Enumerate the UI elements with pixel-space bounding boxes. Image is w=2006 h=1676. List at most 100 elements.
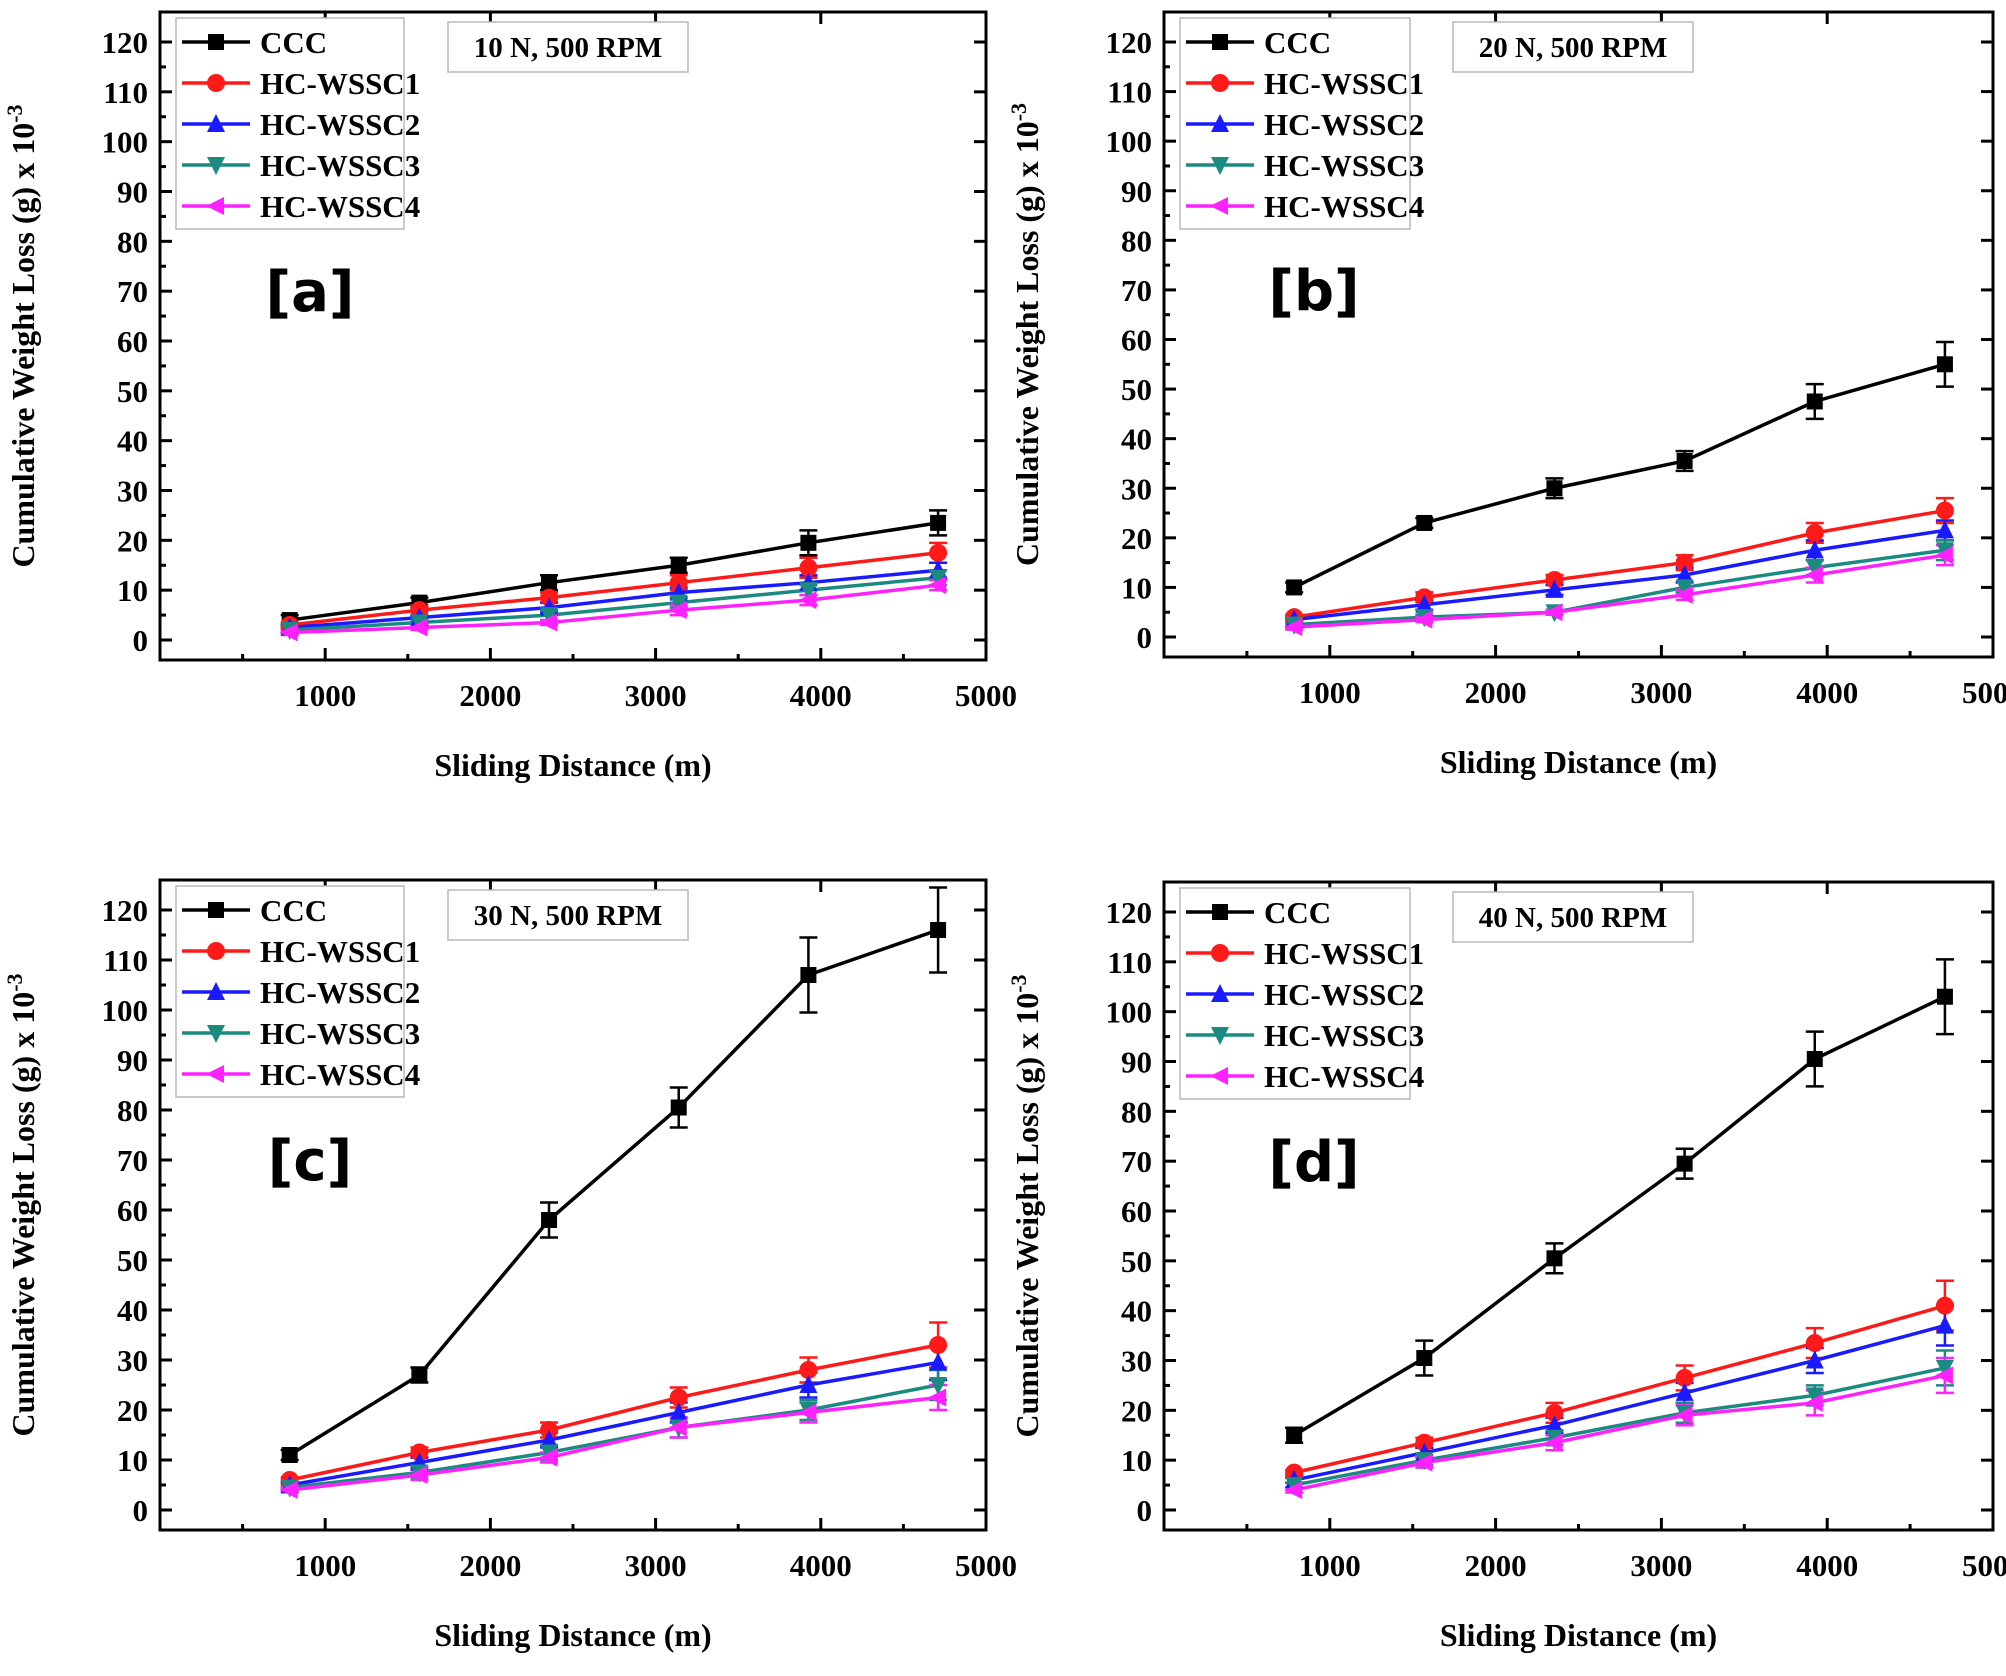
legend-marker bbox=[207, 157, 225, 175]
legend-entry: HC-WSSC4 bbox=[1264, 189, 1424, 224]
data-point-hc-wssc4 bbox=[928, 576, 947, 595]
annotation-box bbox=[1452, 21, 1694, 73]
y-tick-label: 80 bbox=[1121, 223, 1152, 258]
data-point-ccc bbox=[800, 534, 817, 551]
panel-label: [a] bbox=[266, 260, 355, 325]
legend-entry: HC-WSSC1 bbox=[1264, 936, 1424, 971]
y-axis-title-main: Cumulative Weight Loss (g) x 10 bbox=[1009, 993, 1045, 1438]
y-tick-label: 70 bbox=[1121, 273, 1152, 308]
y-tick-label: 110 bbox=[1107, 945, 1152, 980]
data-point-hc-wssc4 bbox=[1544, 603, 1563, 622]
data-point-hc-wssc3 bbox=[1675, 579, 1694, 598]
legend-entry: HC-WSSC1 bbox=[1264, 66, 1424, 101]
data-point-hc-wssc3 bbox=[1805, 1387, 1824, 1406]
y-tick-label: 60 bbox=[1121, 323, 1152, 358]
legend-entry: HC-WSSC4 bbox=[260, 189, 420, 224]
series-line-hc-wssc4 bbox=[1294, 553, 1946, 629]
legend: CCC HC-WSSC1 HC-WSSC2 HC-WSSC3 HC-WSSC4 bbox=[1179, 887, 1424, 1100]
data-point-hc-wssc1 bbox=[799, 1361, 818, 1379]
y-tick-label: 100 bbox=[102, 993, 149, 1028]
y-axis-title: Cumulative Weight Loss (g) x 10-3 bbox=[2, 104, 41, 567]
x-axis-title: Sliding Distance (m) bbox=[434, 1617, 711, 1653]
series-line-hc-wssc2 bbox=[1293, 1323, 1946, 1482]
data-point-hc-wssc4 bbox=[928, 1388, 947, 1407]
x-tick-label: 1000 bbox=[1299, 1548, 1361, 1583]
x-tick-label: 4000 bbox=[790, 1548, 852, 1583]
y-axis-title-main: Cumulative Weight Loss (g) x 10 bbox=[5, 123, 41, 568]
y-tick-label: 70 bbox=[1121, 1144, 1152, 1179]
y-axis-title-exponent: -3 bbox=[1006, 974, 1031, 992]
y-tick-label: 90 bbox=[1121, 174, 1152, 209]
legend-entry: HC-WSSC3 bbox=[260, 1016, 420, 1051]
x-tick-label: 3000 bbox=[1630, 675, 1692, 710]
data-point-hc-wssc1 bbox=[1935, 1296, 1954, 1315]
legend-box bbox=[1179, 17, 1411, 230]
series-line-hc-wssc1 bbox=[1293, 1304, 1946, 1475]
y-tick-label: 80 bbox=[117, 224, 148, 259]
y-tick-label: 40 bbox=[1121, 422, 1152, 457]
legend-entry: HC-WSSC1 bbox=[260, 934, 420, 969]
x-axis-title: Sliding Distance (m) bbox=[1440, 744, 1717, 780]
legend-marker bbox=[207, 942, 225, 960]
data-point-ccc bbox=[1806, 1051, 1823, 1068]
legend-marker bbox=[1210, 197, 1228, 215]
legend-marker bbox=[1210, 1067, 1228, 1085]
data-point-ccc bbox=[1806, 393, 1823, 410]
y-tick-label: 20 bbox=[1121, 1393, 1152, 1428]
data-point-hc-wssc3 bbox=[540, 607, 559, 626]
y-tick-label: 50 bbox=[1121, 372, 1152, 407]
legend-marker bbox=[207, 114, 225, 132]
y-axis-title: Cumulative Weight Loss (g) x 10-3 bbox=[1006, 974, 1045, 1437]
x-tick-label: 1000 bbox=[294, 678, 356, 713]
y-tick-label: 40 bbox=[117, 1293, 148, 1328]
y-tick-label: 100 bbox=[1106, 995, 1153, 1030]
legend-entry: HC-WSSC3 bbox=[1264, 1018, 1424, 1053]
legend-marker bbox=[207, 1025, 225, 1043]
x-tick-label: 1000 bbox=[1299, 675, 1361, 710]
series-line-hc-wssc3 bbox=[289, 1383, 939, 1490]
y-tick-label: 30 bbox=[117, 474, 148, 509]
y-axis-title-main: Cumulative Weight Loss (g) x 10 bbox=[1009, 121, 1045, 566]
x-tick-label: 2000 bbox=[459, 678, 521, 713]
y-tick-label: 120 bbox=[1106, 895, 1153, 930]
legend-marker bbox=[208, 34, 224, 50]
x-tick-label: 5000 bbox=[1962, 1548, 2006, 1583]
annotation-text: 30 N, 500 RPM bbox=[474, 900, 662, 932]
series-line-hc-wssc1 bbox=[1293, 508, 1946, 619]
data-point-hc-wssc4 bbox=[279, 1481, 298, 1499]
data-point-hc-wssc1 bbox=[1805, 523, 1824, 542]
legend-entry: HC-WSSC2 bbox=[1264, 107, 1424, 142]
data-point-hc-wssc3 bbox=[1935, 1359, 1954, 1378]
data-point-hc-wssc1 bbox=[929, 1336, 948, 1354]
data-point-hc-wssc2 bbox=[1675, 1382, 1694, 1401]
data-point-ccc bbox=[411, 1367, 428, 1383]
series-group bbox=[279, 886, 948, 1499]
data-point-hc-wssc2 bbox=[1545, 579, 1564, 598]
x-tick-label: 4000 bbox=[790, 678, 852, 713]
legend-marker bbox=[1211, 114, 1229, 132]
y-axis-title: Cumulative Weight Loss (g) x 10-3 bbox=[2, 973, 41, 1436]
data-point-ccc bbox=[1286, 579, 1303, 596]
data-point-ccc bbox=[1546, 1250, 1563, 1267]
y-tick-label: 20 bbox=[1121, 521, 1152, 556]
x-tick-label: 3000 bbox=[625, 678, 687, 713]
data-point-hc-wssc3 bbox=[799, 582, 818, 601]
data-point-ccc bbox=[1546, 480, 1563, 497]
x-tick-label: 1000 bbox=[294, 1548, 356, 1583]
series-line-ccc bbox=[289, 521, 939, 622]
data-point-hc-wssc3 bbox=[929, 1377, 948, 1395]
condition-annotation: 30 N, 500 RPM bbox=[447, 889, 689, 941]
series-group bbox=[1284, 958, 1954, 1500]
data-point-hc-wssc2 bbox=[929, 1352, 948, 1371]
y-axis-title: Cumulative Weight Loss (g) x 10-3 bbox=[1006, 103, 1045, 566]
data-point-hc-wssc2 bbox=[1935, 1315, 1954, 1334]
data-point-ccc bbox=[1416, 1350, 1433, 1367]
data-point-hc-wssc1 bbox=[799, 558, 818, 577]
series-line-ccc bbox=[1293, 362, 1946, 589]
y-tick-label: 30 bbox=[117, 1343, 148, 1378]
legend-entry: HC-WSSC3 bbox=[1264, 148, 1424, 183]
annotation-text: 10 N, 500 RPM bbox=[474, 32, 662, 64]
y-tick-label: 20 bbox=[117, 1393, 148, 1428]
legend: CCC HC-WSSC1 HC-WSSC2 HC-WSSC3 HC-WSSC4 bbox=[175, 885, 420, 1098]
data-point-hc-wssc1 bbox=[929, 543, 948, 562]
